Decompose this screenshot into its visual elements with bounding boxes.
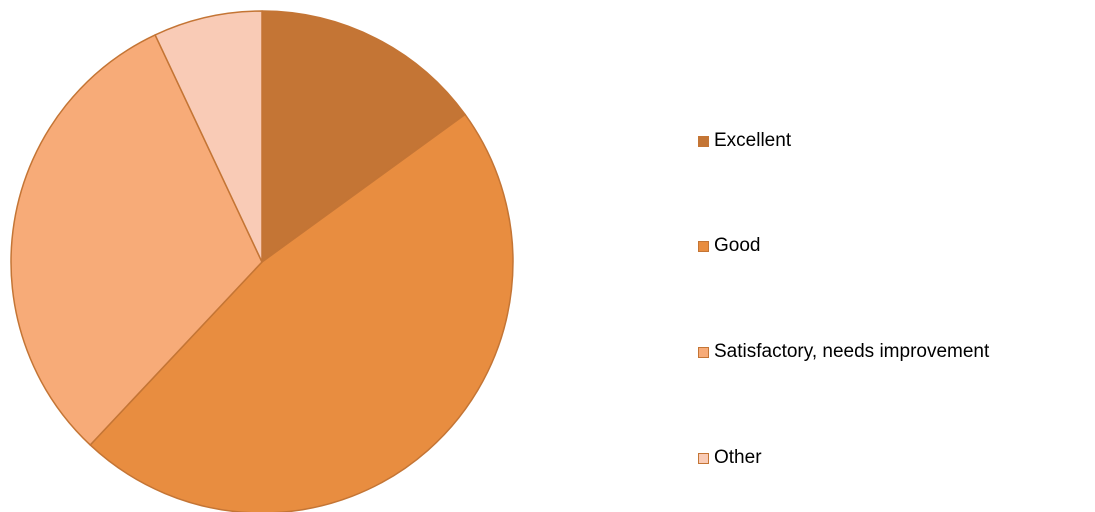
legend-swatch-excellent [698, 135, 709, 147]
pie-slice-good [89, 113, 514, 512]
legend-swatch-good [698, 240, 709, 252]
legend-item-good: Good [698, 234, 760, 258]
pie-slice-other [154, 10, 263, 263]
legend-swatch-satisfactory [698, 346, 709, 358]
legend-swatch-other [698, 452, 709, 464]
pie-slice-excellent [261, 10, 466, 263]
legend-label-good: Good [714, 235, 761, 256]
legend-label-excellent: Excellent [714, 130, 792, 151]
legend: Excellent Good Satisfactory, needs impro… [698, 0, 1088, 512]
legend-label-satisfactory: Satisfactory, needs improvement [714, 341, 990, 362]
pie-slices [10, 10, 514, 512]
legend-item-satisfactory: Satisfactory, needs improvement [698, 340, 989, 364]
legend-label-other: Other [714, 447, 762, 468]
pie-slice-satisfactory-needs-improvement [10, 34, 263, 446]
legend-item-excellent: Excellent [698, 129, 791, 153]
legend-item-other: Other [698, 446, 762, 470]
